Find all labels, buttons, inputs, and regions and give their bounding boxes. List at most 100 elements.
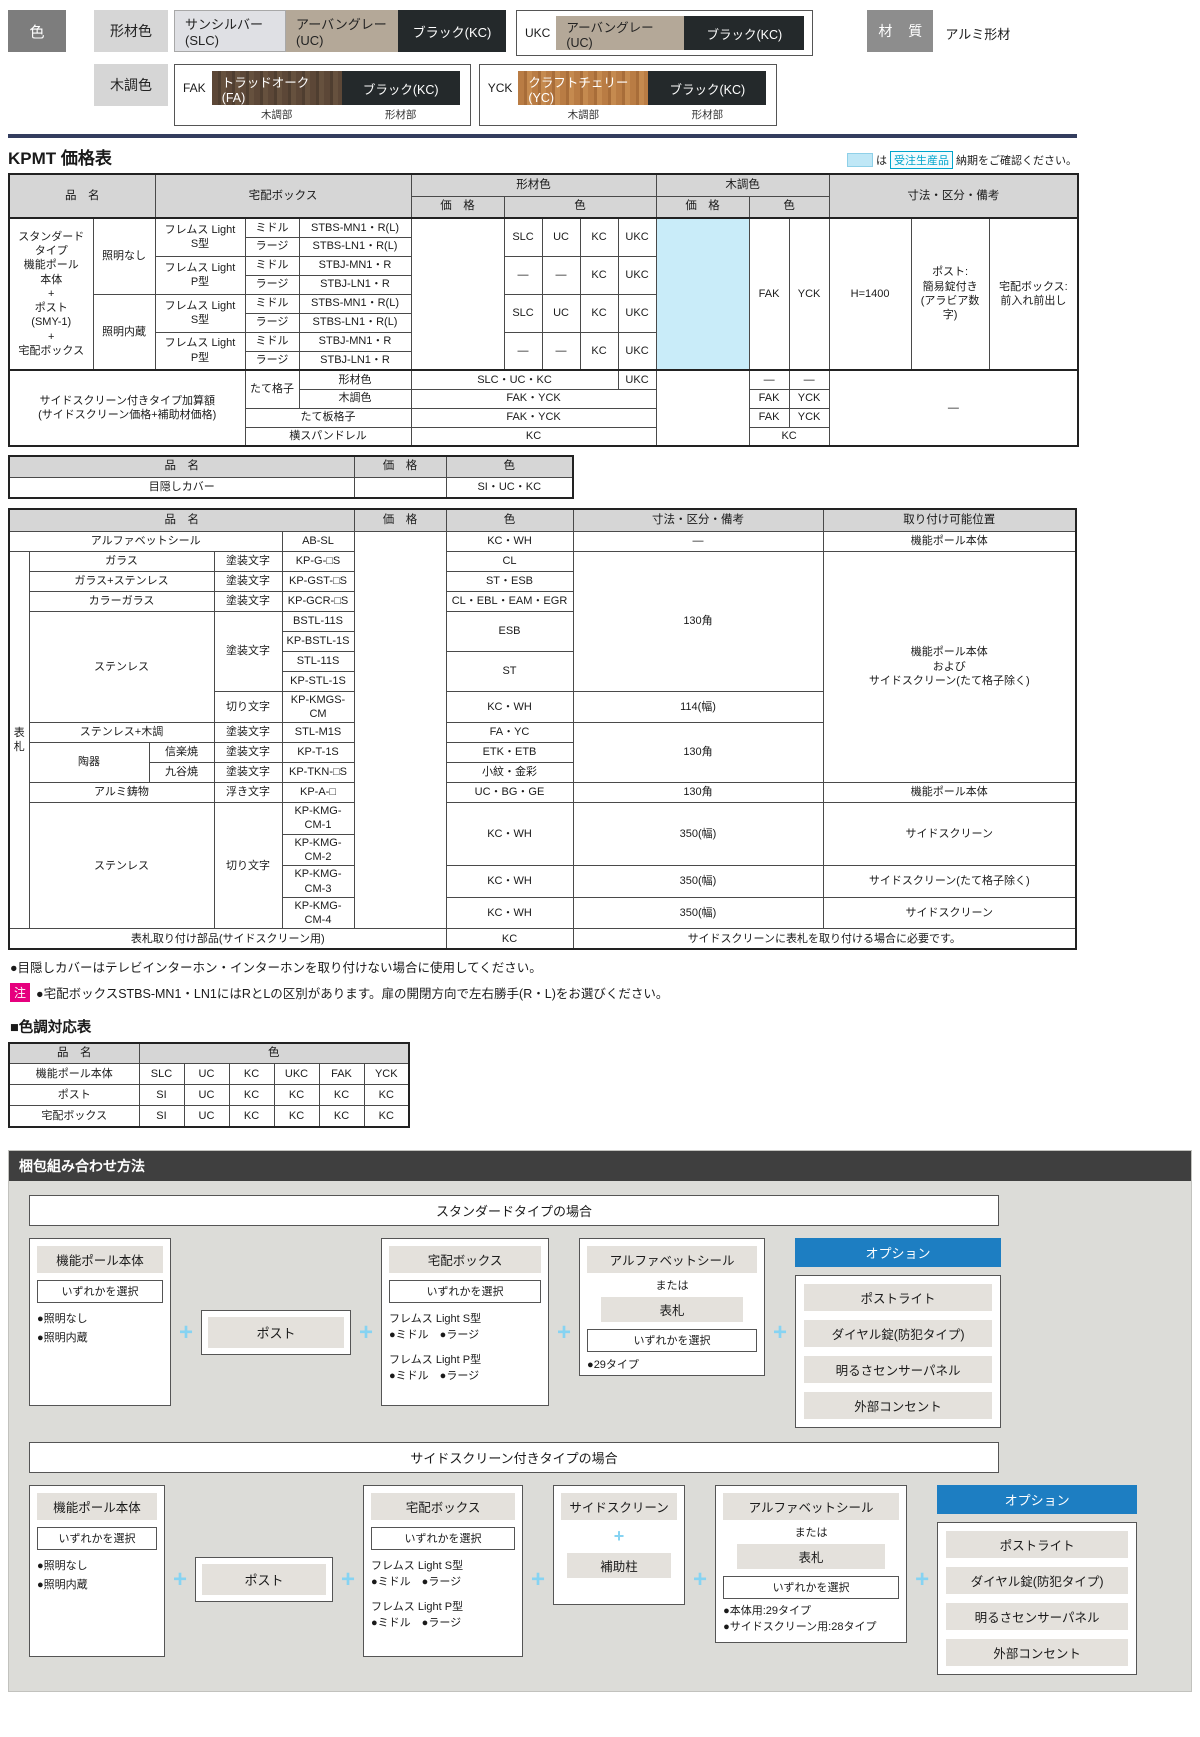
color-cell: UKC (617, 217, 657, 257)
letter-type-cell: 塗装文字 (213, 722, 283, 744)
product-cell: ポスト (8, 1084, 140, 1107)
col-header-product: 品 名 (8, 455, 355, 478)
table-row: 目隠しカバー SI・UC・KC (8, 476, 574, 499)
color-cell: ST・ESB (445, 570, 574, 592)
deliverybox-component: 宅配ボックス いずれかを選択 フレムス Light S型 ●ミドル ●ラージ フ… (381, 1237, 550, 1406)
material-value: アルミ形材 (945, 26, 1011, 42)
table-row: KP-KMG-CM-3 KC・WH 350(幅) サイドスクリーン(たて格子除く… (9, 865, 1077, 898)
size-cell: ラージ (244, 350, 300, 371)
or-text: または (655, 1279, 689, 1292)
size-cell: ミドル (244, 255, 300, 276)
material-cell: ステンレス (28, 802, 215, 930)
option-item: ポストライト (804, 1283, 993, 1311)
table-row: ステンレス 切り文字 KP-KMG-CM-1 KC・WH 350(幅) サイドス… (9, 802, 1077, 930)
component-title: サイドスクリーン (561, 1492, 678, 1520)
color-cell: UC (183, 1084, 230, 1107)
color-cell: KC (228, 1105, 275, 1128)
color-legend-row2: 木調色 FAK トラッドオーク(FA) 木調部 ブラック(KC) 形材部 YCK… (8, 64, 1192, 126)
price-table-title-line: KPMT 価格表 は 受注生産品 納期をご確認ください。 (8, 144, 1077, 169)
packing-section-title: 梱包組み合わせ方法 (9, 1150, 1191, 1181)
letter-type-cell: 塗装文字 (213, 590, 283, 612)
ukc-code: UKC (525, 26, 551, 40)
material-cell: アルミ鋳物 (28, 782, 215, 804)
price-cell-empty (410, 217, 505, 371)
table-row: 品 名 価 格 色 寸法・区分・備考 取り付け可能位置 (8, 508, 1077, 532)
table-row: ガラス+ステンレス 塗装文字 KP-GST-□S ST・ESB (9, 570, 1076, 592)
made-to-order-legend: は 受注生産品 納期をご確認ください。 (847, 151, 1077, 169)
swatch-black: ブラック(KC) (398, 10, 506, 52)
post-component: ポスト (201, 1310, 352, 1356)
position-cell: サイドスクリーン (822, 802, 1077, 867)
table-row: スタンダード タイプ 機能ポール 本体 + ポスト (SMY-1) + 宅配ボッ… (8, 217, 1079, 371)
col-header-product: 品 名 (8, 173, 156, 219)
option-item: ポストライト (946, 1530, 1129, 1558)
dim-cell: 114(幅) (572, 690, 824, 724)
table-row: 機能ポール本体 SLC UC KC UKC FAK YCK (8, 1063, 410, 1086)
color-cell: KC・WH (445, 865, 574, 898)
deliverybox-component: 宅配ボックス いずれかを選択 フレムス Light S型 ●ミドル ●ラージ フ… (363, 1484, 524, 1657)
product-cell: 表札取り付け部品(サイドスクリーン用) (8, 928, 447, 950)
made-to-order-suffix: 納期をご確認ください。 (956, 155, 1077, 167)
plus-icon: + (359, 1318, 374, 1346)
page: 色 形材色 サンシルバー(SLC) アーバングレー(UC) ブラック(KC) U… (8, 10, 1192, 1692)
color-cell: KC (579, 255, 619, 295)
dim-cell: — (572, 530, 824, 552)
series-cell: フレムス Light P型 (154, 255, 246, 295)
dim-cell: 350(幅) (572, 802, 824, 867)
color-label-badge: 色 (8, 10, 66, 52)
swatch-tradoak: トラッドオーク(FA) (211, 71, 342, 105)
packing-section: 梱包組み合わせ方法 スタンダードタイプの場合 機能ポール本体 いずれかを選択 ●… (8, 1149, 1192, 1692)
swatch-yck-black: ブラック(KC) (648, 71, 767, 105)
model-cell: KP-GST-□S (281, 570, 355, 592)
color-cell: KC・WH (445, 896, 574, 930)
series-cell: フレムス Light S型 (154, 217, 246, 257)
dim-cell: 130角 (572, 550, 824, 692)
color-cell: FAK・YCK (410, 407, 657, 428)
letter-type-cell: 塗装文字 (213, 570, 283, 592)
option-component: オプション ポストライト ダイヤル錠(防犯タイプ) 明るさセンサーパネル 外部コ… (795, 1237, 1002, 1428)
series-option: フレムス Light S型 ●ミドル ●ラージ (389, 1312, 482, 1342)
select-box: いずれかを選択 (587, 1328, 758, 1352)
pole-component: 機能ポール本体 いずれかを選択 ●照明なし ●照明内蔵 (29, 1484, 165, 1657)
type-option: ●29タイプ (587, 1358, 639, 1371)
col-header-price: 価 格 (353, 455, 447, 478)
color-cell: CL (445, 550, 574, 572)
color-cell: SI・UC・KC (445, 476, 574, 499)
type-options: ●本体用:29タイプ ●サイドスクリーン用:28タイプ (723, 1604, 877, 1634)
table-row: ステンレス 塗装文字 BSTL-11S ESB (9, 610, 1076, 724)
table-row: STL-11S ST (9, 650, 1076, 692)
model-cell: STL-11S (281, 650, 355, 672)
color-cell: YCK (363, 1063, 410, 1086)
color-cell: UKC (617, 293, 657, 333)
size-cell: ミドル (244, 293, 300, 314)
color-cell: 小紋・金彩 (445, 762, 574, 784)
model-cell: STBJ-LN1・R (298, 274, 412, 295)
fak-frame-column: ブラック(KC) 形材部 (341, 71, 460, 123)
model-cell: STBS-MN1・R(L) (298, 217, 412, 238)
letter-type-cell: 塗装文字 (213, 550, 283, 572)
letter-type-cell: 塗装文字 (213, 762, 283, 784)
series-option: フレムス Light S型 ●ミドル ●ラージ (371, 1559, 464, 1589)
fak-wood-column: トラッドオーク(FA) 木調部 (211, 71, 342, 123)
color-cell: UKC (617, 369, 657, 390)
model-cell: KP-STL-1S (281, 670, 355, 692)
col-header-color: 色 (138, 1042, 410, 1065)
col-header-color: 色 (445, 455, 574, 478)
color-cell: KC (579, 217, 619, 257)
plus-icon: + (531, 1565, 546, 1593)
table-row: ラージ STBJ-LN1・R (9, 274, 1078, 295)
option-item: 明るさセンサーパネル (804, 1355, 993, 1383)
note-privacy-cover: ●目隠しカバーはテレビインターホン・インターホンを取り付けない場合に使用してくだ… (10, 957, 1192, 976)
col-header-product: 品 名 (8, 508, 355, 532)
swatch-ukc-black: ブラック(KC) (684, 16, 805, 50)
swatch-urbangray: アーバングレー(UC) (286, 10, 398, 52)
select-box: いずれかを選択 (37, 1526, 157, 1550)
standard-type-case: スタンダードタイプの場合 機能ポール本体 いずれかを選択 ●照明なし ●照明内蔵… (29, 1194, 1171, 1428)
color-cell: UC (183, 1105, 230, 1128)
wood-part-caption: 木調部 (260, 109, 293, 121)
yck-frame-column: ブラック(KC) 形材部 (648, 71, 767, 123)
swatch-fak-black: ブラック(KC) (341, 71, 460, 105)
note-badge: 注 (10, 982, 31, 1002)
product-type-cell: スタンダード タイプ 機能ポール 本体 + ポスト (SMY-1) + 宅配ボッ… (8, 217, 94, 371)
option-list: ポストライト ダイヤル錠(防犯タイプ) 明るさセンサーパネル 外部コンセント (937, 1521, 1138, 1675)
